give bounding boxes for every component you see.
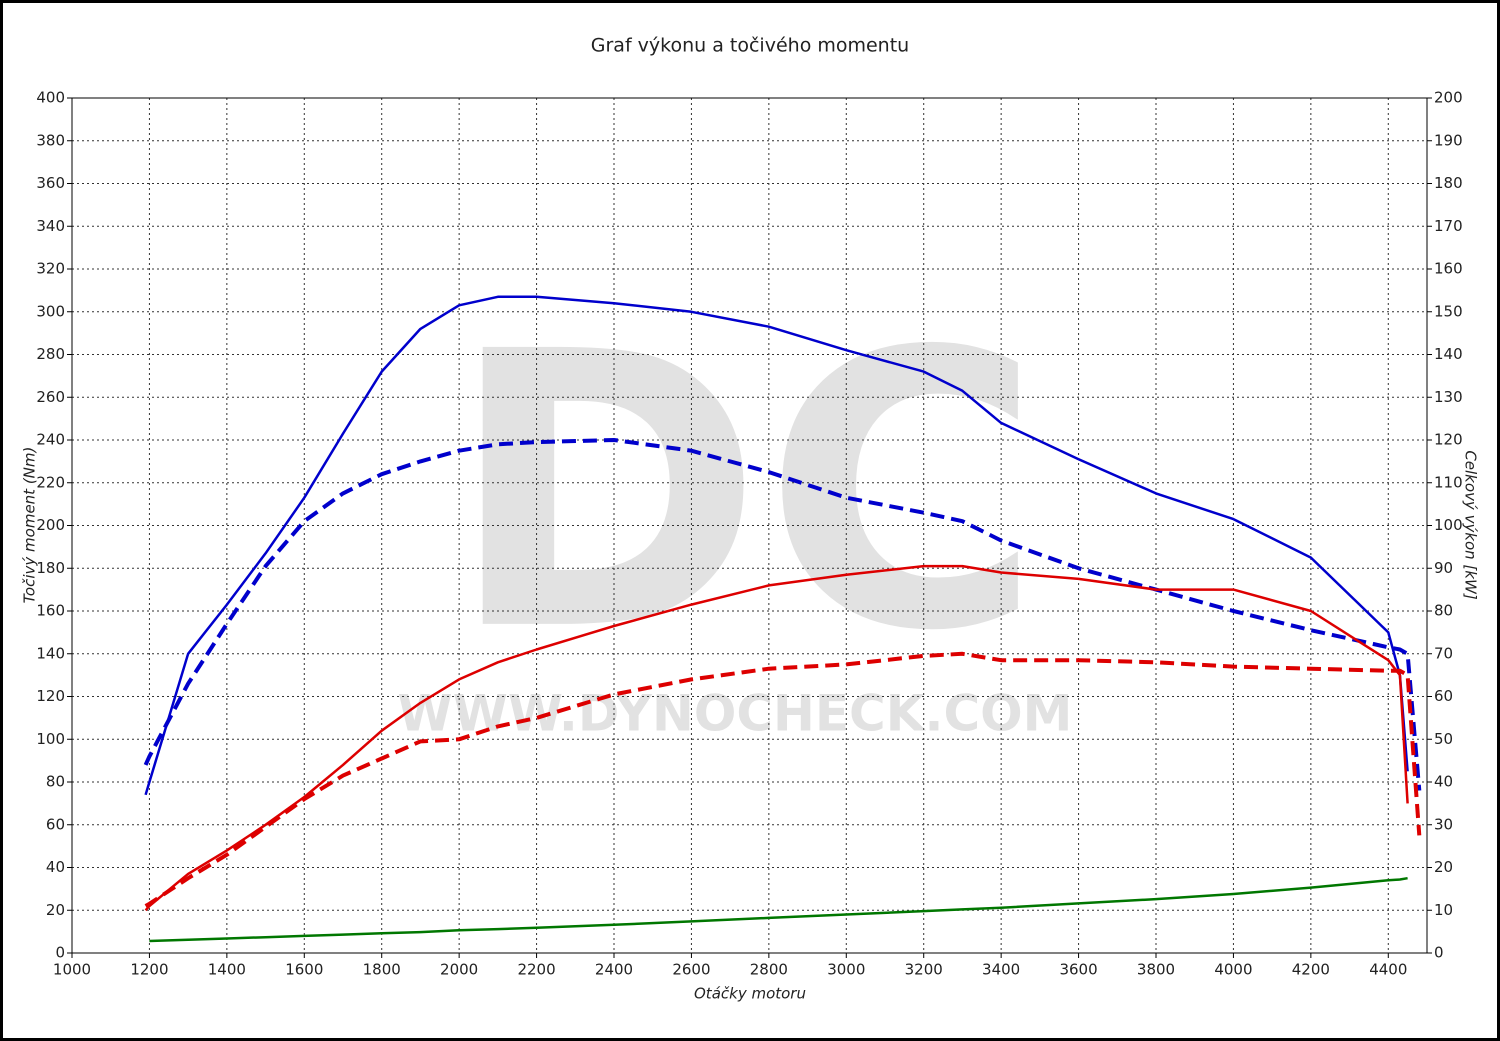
x-axis-label: Otáčky motoru bbox=[694, 985, 806, 1003]
y-tick-label: 80 bbox=[46, 773, 65, 791]
y-tick-label: 180 bbox=[36, 559, 65, 577]
y2-tick-label: 90 bbox=[1434, 559, 1453, 577]
x-tick-label: 3000 bbox=[827, 961, 865, 979]
y2-tick-label: 80 bbox=[1434, 602, 1453, 620]
y2-tick-label: 0 bbox=[1434, 944, 1444, 962]
x-tick-label: 2000 bbox=[440, 961, 478, 979]
y-tick-label: 280 bbox=[36, 345, 65, 363]
y2-tick-label: 120 bbox=[1434, 431, 1463, 449]
y-tick-label: 320 bbox=[36, 260, 65, 278]
y-tick-label: 140 bbox=[36, 644, 65, 662]
x-tick-label: 2400 bbox=[595, 961, 633, 979]
y-tick-label: 60 bbox=[46, 815, 65, 833]
y-tick-label: 260 bbox=[36, 388, 65, 406]
y2-tick-label: 60 bbox=[1434, 687, 1453, 705]
x-tick-label: 4400 bbox=[1369, 961, 1407, 979]
y-tick-label: 100 bbox=[36, 730, 65, 748]
y2-tick-label: 180 bbox=[1434, 174, 1463, 192]
x-tick-label: 2600 bbox=[672, 961, 710, 979]
y2-tick-label: 130 bbox=[1434, 388, 1463, 406]
y-axis-label: Točivý moment (Nm) bbox=[21, 447, 39, 604]
y2-tick-label: 20 bbox=[1434, 858, 1453, 876]
series-line bbox=[143, 438, 1422, 791]
x-tick-label: 1800 bbox=[363, 961, 401, 979]
y2-tick-label: 170 bbox=[1434, 217, 1463, 235]
y-tick-label: 20 bbox=[46, 901, 65, 919]
y2-tick-label: 10 bbox=[1434, 901, 1453, 919]
y2-axis-label: Celkový výkon [kW] bbox=[1462, 450, 1480, 600]
y-tick-label: 240 bbox=[36, 431, 65, 449]
y2-tick-label: 40 bbox=[1434, 773, 1453, 791]
y2-tick-label: 110 bbox=[1434, 473, 1463, 491]
y-tick-label: 160 bbox=[36, 602, 65, 620]
x-tick-label: 2200 bbox=[517, 961, 555, 979]
y2-tick-label: 140 bbox=[1434, 345, 1463, 363]
series-line bbox=[149, 876, 1408, 943]
x-tick-label: 3600 bbox=[1059, 961, 1097, 979]
x-tick-label: 3200 bbox=[905, 961, 943, 979]
y-tick-label: 380 bbox=[36, 131, 65, 149]
x-tick-label: 4000 bbox=[1214, 961, 1252, 979]
y-tick-label: 360 bbox=[36, 174, 65, 192]
x-tick-label: 1400 bbox=[208, 961, 246, 979]
y2-tick-label: 30 bbox=[1434, 815, 1453, 833]
series-line bbox=[144, 295, 1409, 796]
x-tick-label: 1000 bbox=[53, 961, 91, 979]
watermark: WWW.DYNOCHECK.COM bbox=[398, 685, 1073, 743]
y2-tick-label: 200 bbox=[1434, 89, 1463, 107]
chart-title: Graf výkonu a točivého momentu bbox=[591, 35, 909, 57]
y2-tick-label: 100 bbox=[1434, 516, 1463, 534]
x-tick-label: 3800 bbox=[1137, 961, 1175, 979]
y-tick-label: 400 bbox=[36, 89, 65, 107]
y2-tick-label: 50 bbox=[1434, 730, 1453, 748]
y-tick-label: 40 bbox=[46, 858, 65, 876]
series-line bbox=[144, 651, 1422, 908]
y2-tick-label: 70 bbox=[1434, 644, 1453, 662]
x-tick-label: 1200 bbox=[130, 961, 168, 979]
x-tick-label: 4200 bbox=[1292, 961, 1330, 979]
x-tick-label: 1600 bbox=[285, 961, 323, 979]
y-tick-label: 200 bbox=[36, 516, 65, 534]
x-tick-label: 2800 bbox=[750, 961, 788, 979]
y2-tick-label: 160 bbox=[1434, 260, 1463, 278]
watermark: DC bbox=[448, 271, 1042, 714]
y-tick-label: 120 bbox=[36, 687, 65, 705]
x-tick-label: 3400 bbox=[982, 961, 1020, 979]
y2-tick-label: 190 bbox=[1434, 131, 1463, 149]
y-tick-label: 300 bbox=[36, 302, 65, 320]
y-tick-label: 220 bbox=[36, 473, 65, 491]
plot-area bbox=[71, 97, 1428, 954]
y-tick-label: 0 bbox=[55, 944, 65, 962]
y2-tick-label: 150 bbox=[1434, 302, 1463, 320]
y-tick-label: 340 bbox=[36, 217, 65, 235]
